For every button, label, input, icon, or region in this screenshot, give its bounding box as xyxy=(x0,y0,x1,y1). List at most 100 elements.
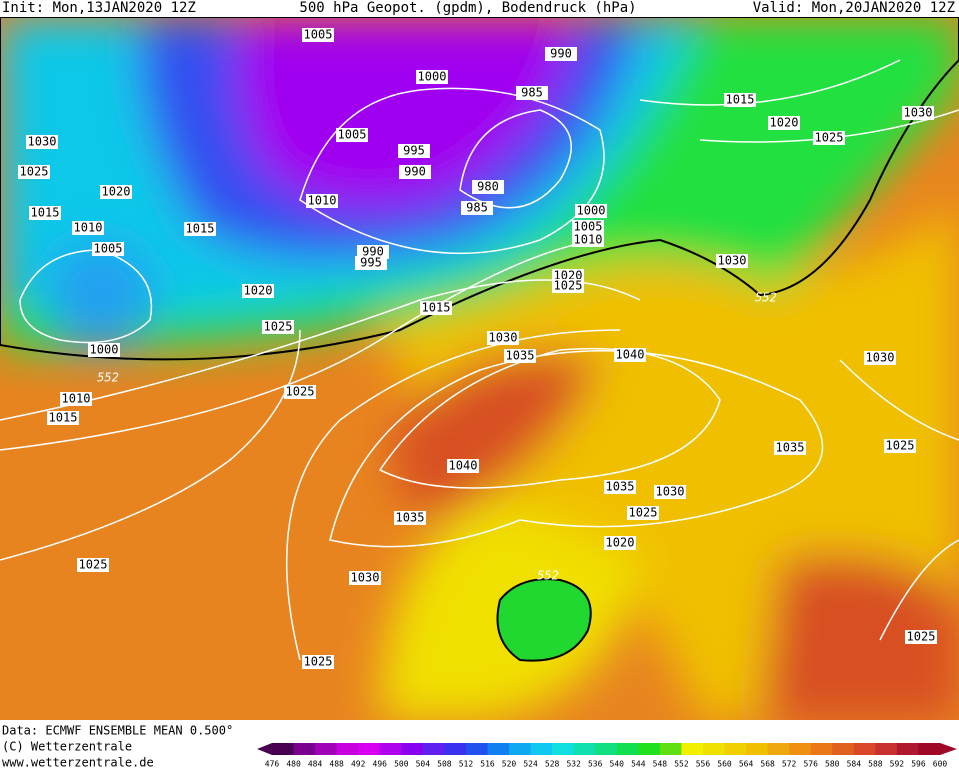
legend-swatch xyxy=(746,743,769,755)
isobar-label: 1030 xyxy=(489,331,518,345)
isobar-label: 1020 xyxy=(770,116,799,130)
label-box xyxy=(572,233,604,247)
isobar-label: 1030 xyxy=(718,254,747,268)
label-box xyxy=(88,343,120,357)
isobar-label: 1005 xyxy=(338,128,367,142)
label-box xyxy=(604,480,636,494)
isobar-label: 1025 xyxy=(304,655,333,669)
legend-swatch xyxy=(293,743,316,755)
label-box xyxy=(357,245,389,259)
isobar-label: 1000 xyxy=(418,70,447,84)
legend-swatch xyxy=(832,743,855,755)
isobar-label: 552 xyxy=(97,371,119,385)
isobar-label: 1010 xyxy=(62,392,91,406)
isobar-label: 1020 xyxy=(102,185,131,199)
label-box xyxy=(77,558,109,572)
isobar-label: 1015 xyxy=(186,222,215,236)
label-box xyxy=(18,165,50,179)
label-box xyxy=(284,385,316,399)
legend-swatch xyxy=(616,743,639,755)
url: www.wetterzentrale.de xyxy=(2,756,154,770)
label-box xyxy=(302,655,334,669)
label-box xyxy=(504,349,536,363)
label-box xyxy=(29,206,61,220)
isobar-label: 985 xyxy=(466,201,488,215)
legend-label: 576 xyxy=(803,760,818,769)
legend-swatch xyxy=(681,743,704,755)
label-box xyxy=(399,165,431,179)
label-box xyxy=(262,320,294,334)
isobar-label: 1015 xyxy=(726,93,755,107)
label-box xyxy=(604,536,636,550)
isobar-label: 1020 xyxy=(244,284,273,298)
isobar-label: 1030 xyxy=(866,351,895,365)
label-box xyxy=(349,571,381,585)
legend-swatch xyxy=(767,743,790,755)
legend-swatch xyxy=(487,743,510,755)
label-box xyxy=(627,506,659,520)
legend-swatch xyxy=(789,743,812,755)
isobar-label: 985 xyxy=(521,86,543,100)
isobar-label: 1015 xyxy=(422,301,451,315)
isobar-label: 1030 xyxy=(904,106,933,120)
label-box xyxy=(487,331,519,345)
label-box xyxy=(355,256,387,270)
legend-label: 504 xyxy=(416,760,431,769)
legend-label: 540 xyxy=(610,760,625,769)
copyright: (C) Wetterzentrale xyxy=(2,740,132,754)
legend-swatch xyxy=(702,743,726,755)
legend-label: 580 xyxy=(825,760,840,769)
isobar-label: 980 xyxy=(477,180,499,194)
legend-swatch xyxy=(853,743,876,755)
legend-swatch xyxy=(724,743,747,755)
isobar-label: 990 xyxy=(362,245,384,259)
label-box xyxy=(47,411,79,425)
label-box xyxy=(472,180,504,194)
legend-label: 600 xyxy=(933,760,948,769)
legend-label: 516 xyxy=(480,760,495,769)
legend-swatch xyxy=(401,743,424,755)
legend-swatch xyxy=(659,743,682,755)
label-box xyxy=(905,630,937,644)
legend-swatch xyxy=(810,743,833,755)
isobar-label: 1005 xyxy=(574,220,603,234)
isobar-label: 1035 xyxy=(776,441,805,455)
isobar-label: 1040 xyxy=(449,459,478,473)
label-box xyxy=(516,86,548,100)
label-box xyxy=(461,201,493,215)
label-box xyxy=(884,439,916,453)
legend-label: 492 xyxy=(351,760,366,769)
legend-swatch xyxy=(465,743,488,755)
legend-swatch xyxy=(896,743,919,755)
isobar-label: 1025 xyxy=(815,131,844,145)
isobar-label: 1020 xyxy=(606,536,635,550)
legend-swatch xyxy=(509,743,532,755)
isobar-label: 995 xyxy=(403,144,425,158)
isobar-label: 552 xyxy=(755,291,777,305)
header-band xyxy=(0,0,959,17)
label-box xyxy=(398,144,430,158)
label-box xyxy=(336,128,368,142)
label-box xyxy=(864,351,896,365)
legend-label: 560 xyxy=(717,760,732,769)
legend-swatch xyxy=(336,743,359,755)
legend-label: 476 xyxy=(265,760,280,769)
legend-label: 592 xyxy=(890,760,905,769)
label-box xyxy=(306,194,338,208)
label-box xyxy=(902,106,934,120)
legend-label: 588 xyxy=(868,760,883,769)
legend-label: 596 xyxy=(911,760,926,769)
legend-swatch xyxy=(918,743,941,755)
legend-swatch xyxy=(272,743,295,755)
legend-swatch xyxy=(358,743,381,755)
isobar-label: 1040 xyxy=(616,348,645,362)
legend-swatch xyxy=(422,743,445,755)
label-box xyxy=(552,279,584,293)
map xyxy=(0,17,959,720)
legend-label: 544 xyxy=(631,760,646,769)
legend-label: 536 xyxy=(588,760,603,769)
label-box xyxy=(614,348,646,362)
label-box xyxy=(184,222,216,236)
isobar-label: 995 xyxy=(360,256,382,270)
isobar-label: 990 xyxy=(404,165,426,179)
